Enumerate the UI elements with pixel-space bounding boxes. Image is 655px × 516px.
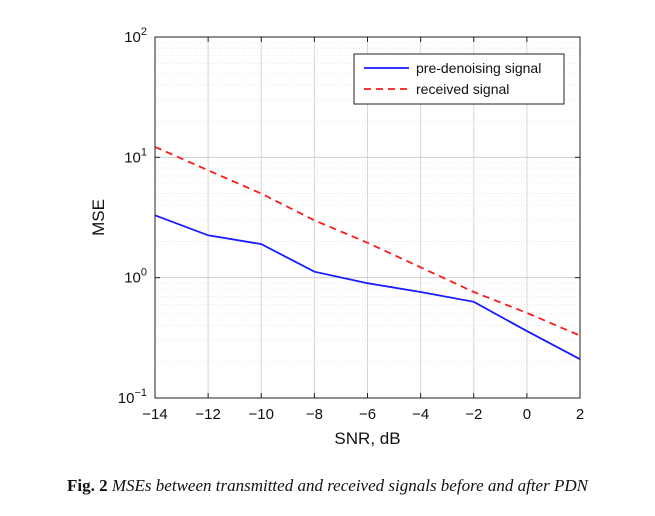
x-tick-label: −14 bbox=[142, 406, 167, 423]
x-tick-label: −6 bbox=[359, 406, 376, 423]
y-tick-label: 102 bbox=[124, 26, 147, 46]
y-tick-label: 10−1 bbox=[118, 387, 147, 407]
legend-box bbox=[353, 53, 565, 105]
x-tick-label: 0 bbox=[523, 406, 531, 423]
y-tick-label: 100 bbox=[124, 267, 147, 287]
axis-labels: SNR, dB MSE bbox=[89, 199, 401, 448]
mse-vs-snr-chart: −14 −12 −10 −8 −6 −4 −2 0 2 10−1 100 101 102 SNR, dB… bbox=[89, 26, 584, 448]
caption-label: Fig. 2 bbox=[67, 476, 108, 495]
legend-label-2: received signal bbox=[416, 81, 509, 97]
x-tick-label: −8 bbox=[306, 406, 323, 423]
legend-label-1: pre-denoising signal bbox=[416, 60, 541, 76]
ticks: −14 −12 −10 −8 −6 −4 −2 0 2 10−1 100 101 102 bbox=[118, 26, 584, 423]
figure-caption: Fig. 2 MSEs between transmitted and rece… bbox=[0, 476, 655, 496]
x-tick-label: −4 bbox=[412, 406, 429, 423]
series-line-2 bbox=[154, 146, 581, 337]
series-line-1 bbox=[154, 214, 581, 360]
x-tick-label: −12 bbox=[195, 406, 220, 423]
x-tick-label: 2 bbox=[576, 406, 584, 423]
series-layer bbox=[154, 146, 581, 360]
y-tick-label: 101 bbox=[124, 146, 147, 166]
x-tick-label: −10 bbox=[249, 406, 274, 423]
legend: pre-denoising signal received signal bbox=[353, 53, 565, 105]
caption-text: MSEs between transmitted and received si… bbox=[111, 476, 588, 495]
x-tick-label: −2 bbox=[465, 406, 482, 423]
x-axis-label: SNR, dB bbox=[334, 429, 400, 448]
y-axis-label: MSE bbox=[89, 199, 108, 236]
